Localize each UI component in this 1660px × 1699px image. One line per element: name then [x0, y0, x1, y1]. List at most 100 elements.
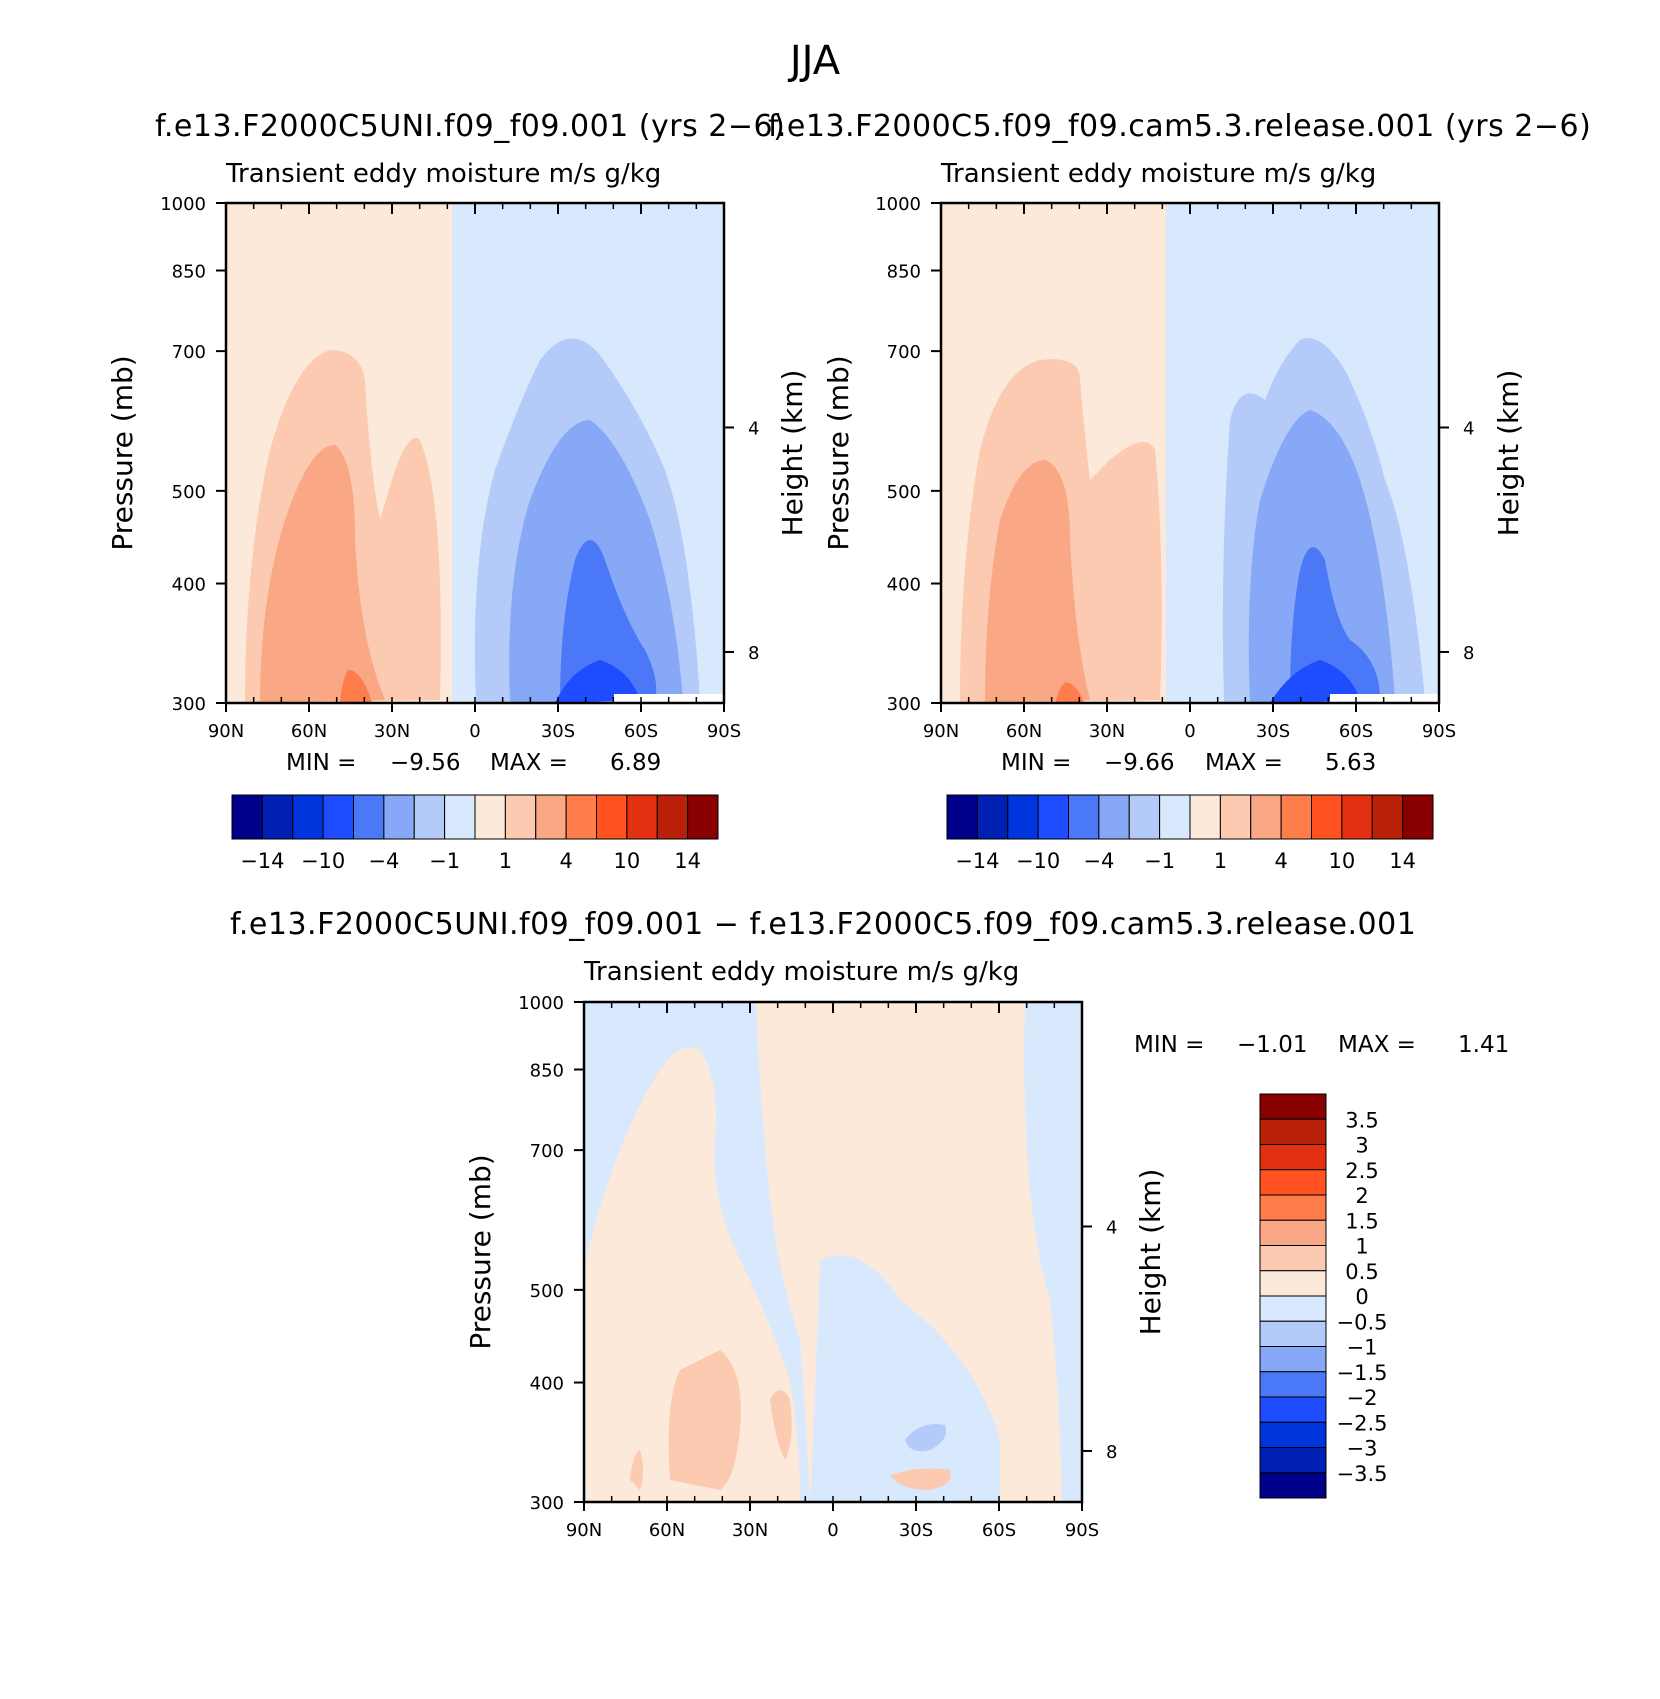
y2-tick-label: 4	[1106, 1217, 1117, 1238]
colorbar-label: 2.5	[1345, 1159, 1378, 1183]
y-axis-label: Pressure (mb)	[464, 1154, 497, 1349]
max-label: MAX =	[1338, 1032, 1416, 1058]
colorbar-label: −10	[1016, 849, 1060, 873]
colorbar-swatch	[1259, 1194, 1327, 1221]
colorbar-swatch	[1259, 1421, 1327, 1448]
colorbar-swatch	[1128, 794, 1161, 840]
x-tick-label: 60N	[291, 721, 327, 742]
x-tick-label: 60N	[649, 1520, 685, 1541]
y-tick-label: 1000	[160, 194, 206, 215]
colorbar-swatch	[1311, 794, 1343, 840]
colorbar-swatch	[1402, 794, 1434, 840]
colorbar-label: −4	[1083, 849, 1114, 873]
figure-title: JJA	[787, 38, 841, 84]
colorbar-label: 1	[1214, 849, 1227, 873]
colorbar-swatch	[1259, 1093, 1327, 1120]
colorbar-swatch	[565, 794, 597, 840]
colorbar-label: −4	[368, 849, 399, 873]
max-value: 1.41	[1458, 1032, 1509, 1058]
y-axis: 300 400 500 700 850 1000	[160, 194, 226, 715]
y-axis: 300 400 500 700 850 1000	[875, 194, 941, 715]
contour-pos-3	[340, 670, 372, 703]
plot-area	[939, 201, 1441, 705]
colorbar-swatch	[261, 794, 294, 840]
positive-contour-3	[890, 1468, 951, 1490]
min-value: −9.66	[1104, 750, 1174, 776]
x-tick-label: 60N	[1006, 721, 1042, 742]
x-tick-label: 30N	[374, 721, 410, 742]
y-tick-label: 700	[172, 342, 206, 363]
colorbar-swatch	[1259, 1396, 1327, 1423]
colorbar-swatch	[1219, 794, 1252, 840]
y-tick-label: 700	[530, 1141, 564, 1162]
contour-pos-3	[1055, 682, 1084, 703]
min-value: −9.56	[390, 750, 460, 776]
panel-control: f.e13.F2000C5.f09_f09.cam5.3.release.001…	[768, 109, 1591, 873]
colorbar-label: −3	[1347, 1437, 1378, 1461]
colorbar-swatch	[383, 794, 415, 840]
y-tick-label: 400	[530, 1374, 564, 1395]
colorbar-swatch	[1259, 1144, 1327, 1171]
x-tick-label: 90S	[1065, 1520, 1099, 1541]
plot-area	[224, 201, 726, 705]
colorbar-label: −3.5	[1337, 1462, 1388, 1486]
colorbar: −14 −10 −4 −1 1 4 10 14	[946, 794, 1434, 873]
x-tick-label: 30S	[541, 721, 575, 742]
colorbar-label: −0.5	[1337, 1310, 1388, 1334]
y-tick-label: 850	[172, 261, 206, 282]
panel-title: f.e13.F2000C5.f09_f09.cam5.3.release.001…	[768, 109, 1591, 144]
colorbar-swatch	[1189, 794, 1221, 840]
min-label: MIN =	[1001, 750, 1071, 776]
colorbar-swatch	[474, 794, 506, 840]
colorbar-swatch	[1159, 794, 1191, 840]
colorbar-swatch	[1068, 794, 1100, 840]
y2-tick-label: 8	[748, 643, 759, 664]
colorbar-label: −2.5	[1337, 1411, 1388, 1435]
panel-subtitle: Transient eddy moisture m/s g/kg	[225, 159, 661, 189]
y2-tick-label: 4	[1463, 418, 1474, 439]
colorbar-swatch	[1259, 1219, 1327, 1246]
colorbar-swatch	[535, 794, 567, 840]
colorbar-label: 1	[1355, 1235, 1368, 1259]
colorbar-swatch	[1259, 1245, 1327, 1272]
colorbar-swatch	[656, 794, 689, 840]
positive-contour-1	[668, 1350, 741, 1490]
colorbar-swatch	[1259, 1346, 1327, 1373]
colorbar-label: −1	[1347, 1336, 1378, 1360]
y2-axis-label: Height (km)	[776, 370, 809, 537]
colorbar-label: 1	[499, 849, 512, 873]
y-tick-label: 500	[530, 1281, 564, 1302]
contour-neg-3	[560, 540, 657, 703]
x-tick-label: 60S	[982, 1520, 1016, 1541]
panel-uni: f.e13.F2000C5UNI.f09_f09.001 (yrs 2−6) T…	[106, 109, 809, 873]
x-axis: 90N 60N 30N 0 30S 60S 90S	[208, 203, 741, 742]
contour-neg-4	[1270, 660, 1360, 703]
x-tick-label: 30N	[1089, 721, 1125, 742]
min-value: −1.01	[1237, 1032, 1307, 1058]
max-label: MAX =	[1205, 750, 1283, 776]
x-tick-label: 30S	[1256, 721, 1290, 742]
colorbar-swatch	[1037, 794, 1069, 840]
max-value: 5.63	[1325, 750, 1376, 776]
colorbar-label: 14	[1389, 849, 1416, 873]
panel-subtitle: Transient eddy moisture m/s g/kg	[583, 957, 1019, 987]
y-tick-label: 1000	[518, 993, 564, 1014]
colorbar-label: 10	[614, 849, 641, 873]
min-label: MIN =	[1134, 1032, 1204, 1058]
y-tick-label: 500	[887, 482, 921, 503]
colorbar-label: −1.5	[1337, 1361, 1388, 1385]
contour-pos-2	[260, 445, 385, 703]
colorbar-label: −2	[1347, 1386, 1378, 1410]
colorbar: 3.532.521.510.50−0.5−1−1.5−2−2.5−3−3.5	[1259, 1093, 1388, 1499]
y2-tick-label: 8	[1463, 643, 1474, 664]
y-tick-label: 300	[530, 1493, 564, 1514]
panel-subtitle: Transient eddy moisture m/s g/kg	[940, 159, 1376, 189]
colorbar-swatch	[1259, 1320, 1327, 1347]
y-tick-label: 500	[172, 482, 206, 503]
colorbar-label: −1	[429, 849, 460, 873]
colorbar-label: −14	[240, 849, 284, 873]
negative-region-1	[810, 1255, 1000, 1502]
min-label: MIN =	[286, 750, 356, 776]
y-tick-label: 700	[887, 342, 921, 363]
